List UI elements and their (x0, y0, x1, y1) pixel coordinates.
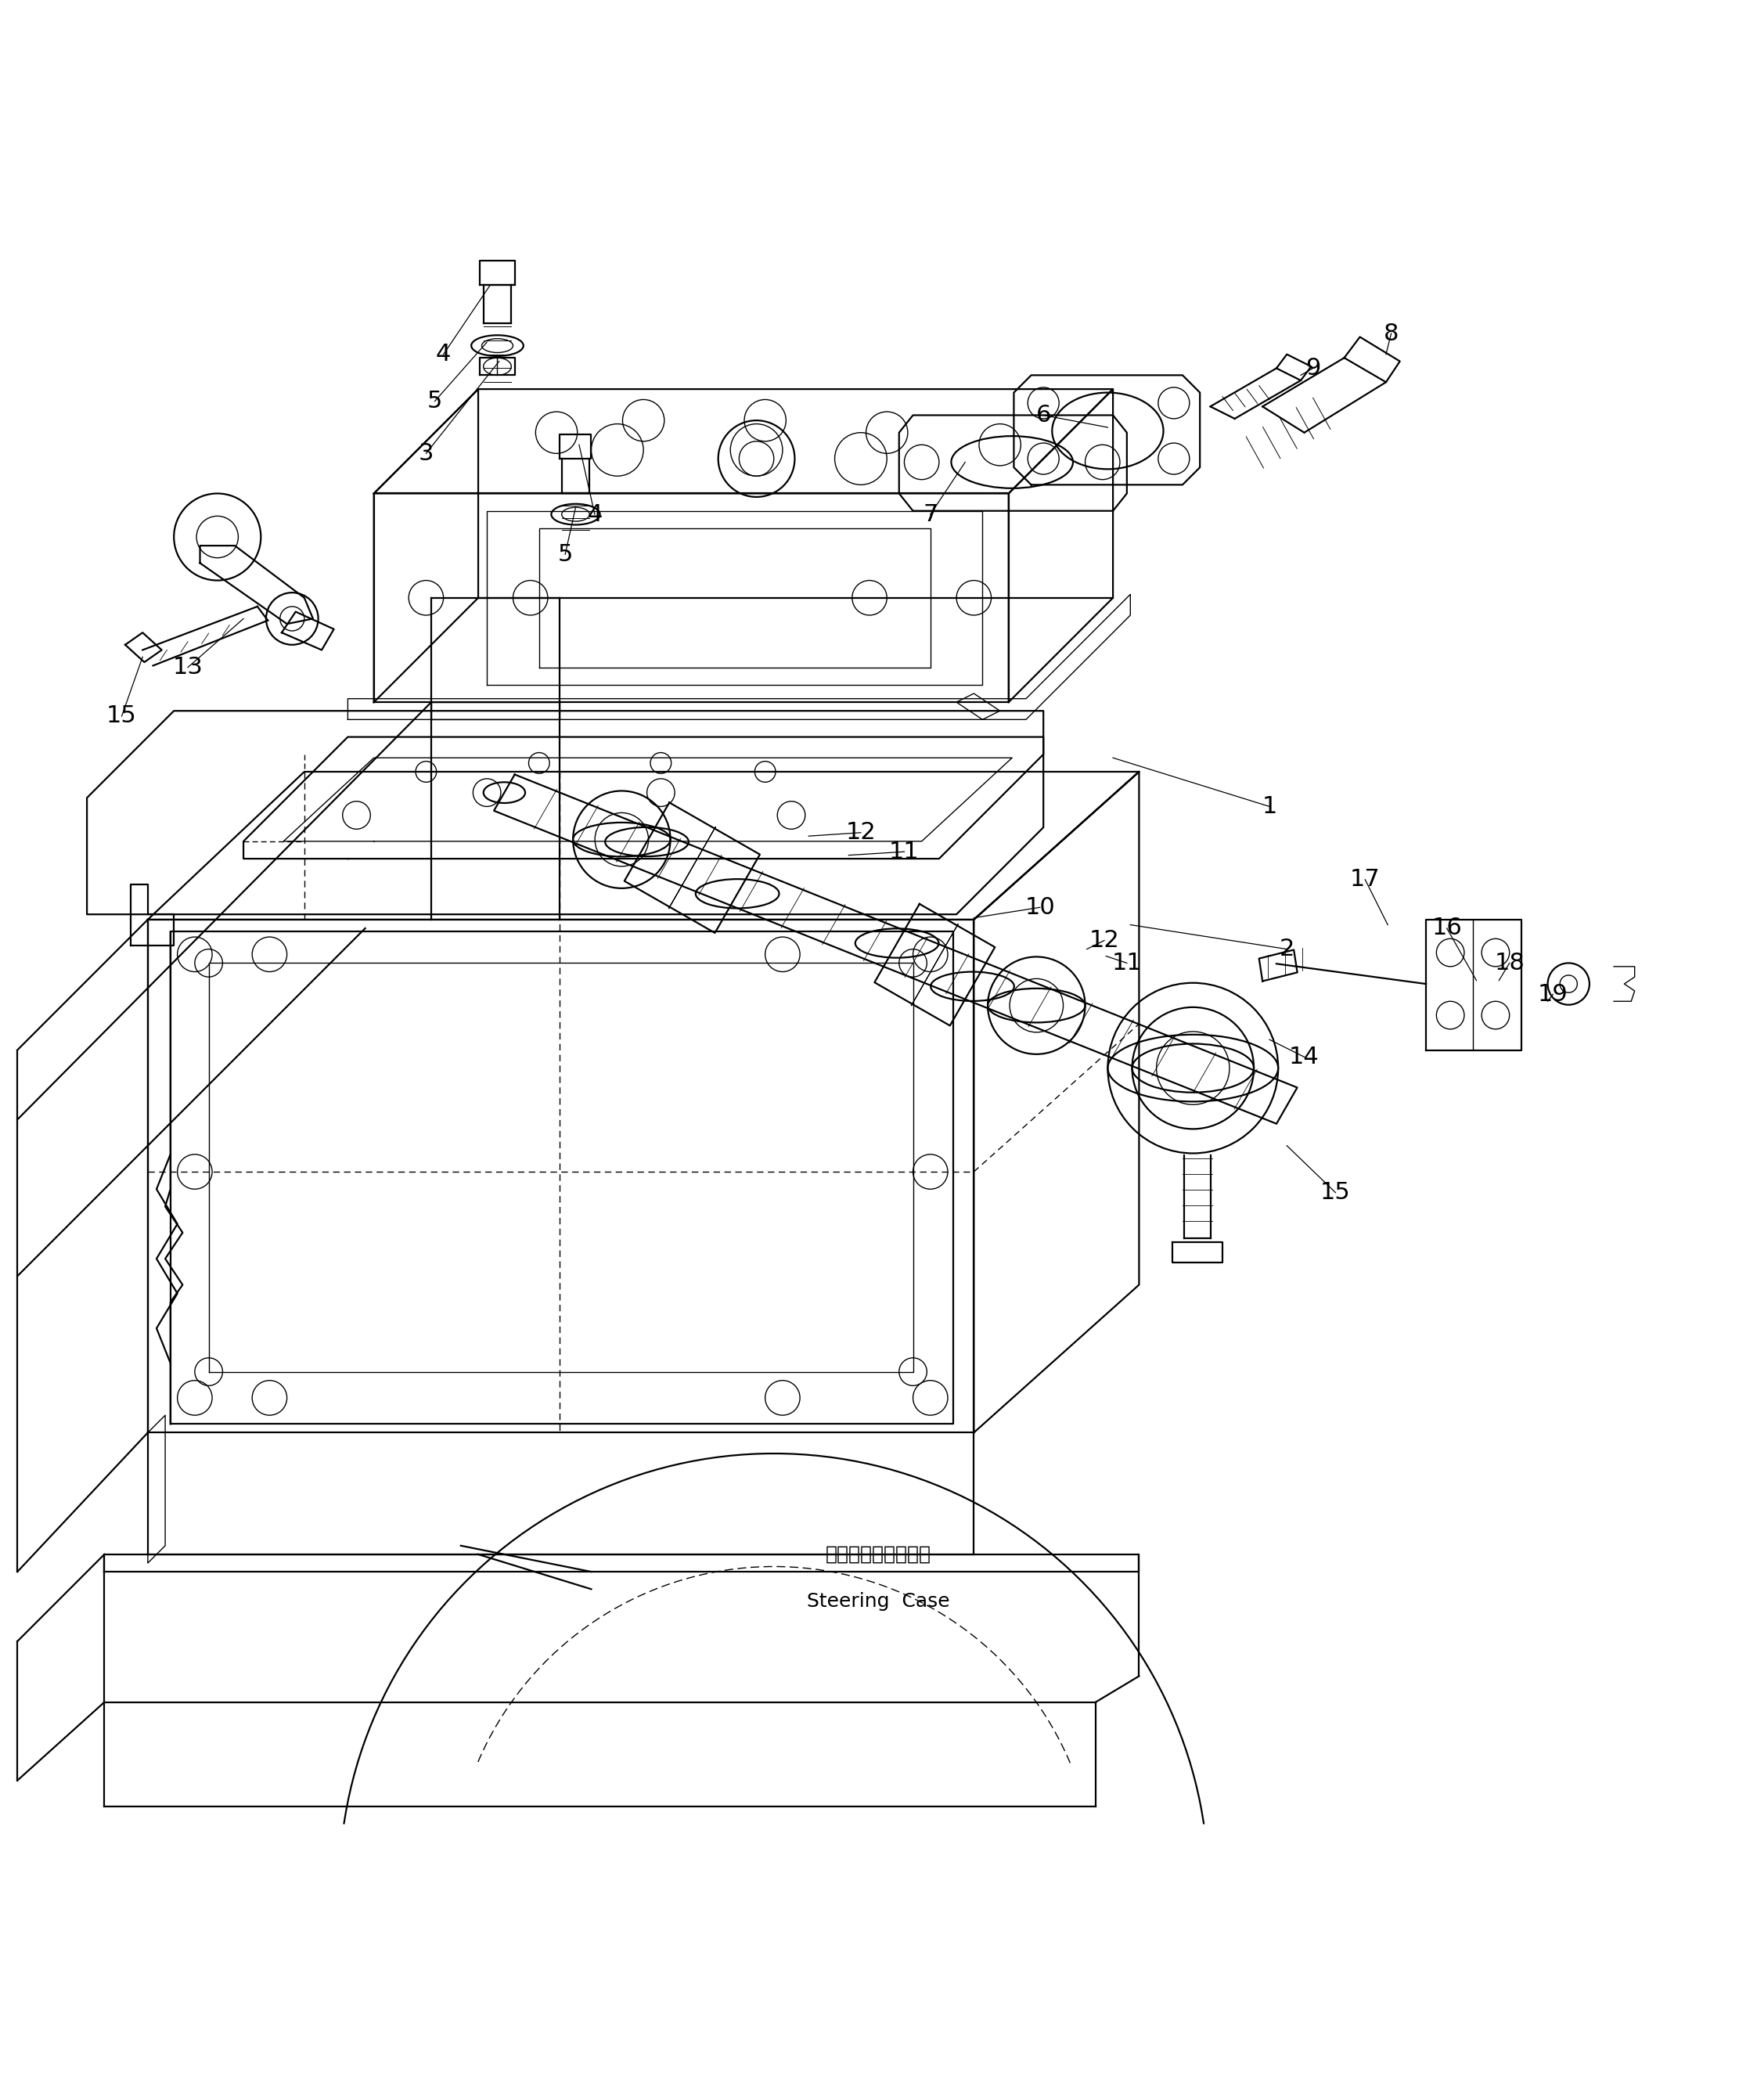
Text: 4: 4 (436, 342, 450, 365)
Text: 10: 10 (1024, 897, 1056, 918)
Text: 2: 2 (1280, 939, 1294, 960)
Text: 18: 18 (1494, 951, 1525, 974)
Text: 16: 16 (1431, 918, 1462, 939)
Text: 5: 5 (428, 391, 442, 412)
Text: 15: 15 (106, 706, 137, 727)
Text: ステアリングケース: ステアリングケース (826, 1546, 930, 1564)
Text: 11: 11 (1111, 951, 1143, 974)
Text: 14: 14 (1289, 1046, 1320, 1069)
Text: 8: 8 (1384, 321, 1398, 344)
Text: 11: 11 (889, 840, 920, 863)
Text: 7: 7 (923, 504, 937, 525)
Text: 1: 1 (1263, 796, 1276, 817)
Text: Steering  Case: Steering Case (807, 1592, 949, 1611)
Text: 5: 5 (558, 544, 572, 565)
Text: 9: 9 (1306, 357, 1320, 380)
Text: 6: 6 (1036, 403, 1050, 426)
Text: 3: 3 (419, 443, 433, 464)
Text: 4: 4 (588, 504, 602, 525)
Text: 17: 17 (1349, 867, 1381, 890)
Text: 13: 13 (172, 655, 203, 678)
Text: 15: 15 (1320, 1182, 1351, 1203)
Text: 12: 12 (1089, 928, 1120, 951)
Text: 19: 19 (1537, 983, 1569, 1006)
Text: 12: 12 (845, 821, 876, 844)
